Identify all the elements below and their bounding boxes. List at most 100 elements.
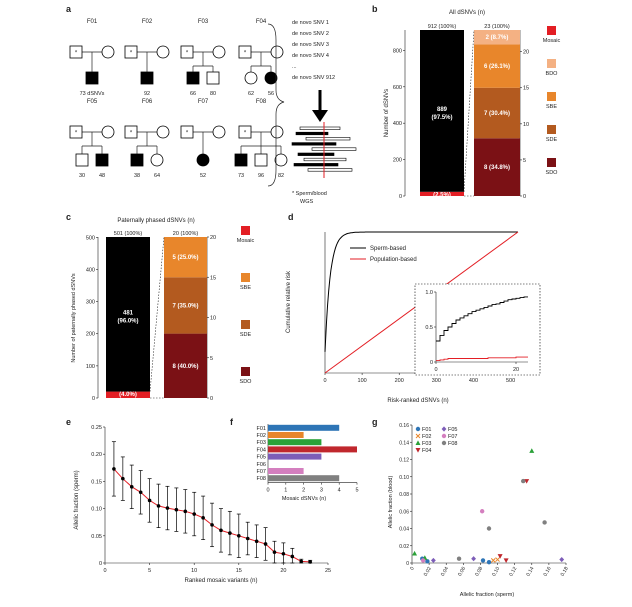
g-legend-marker	[415, 440, 421, 445]
c-legend-swatch	[241, 273, 250, 282]
e-x-tick-label: 10	[191, 568, 197, 574]
panel-c-chart: 01002003004005000510152020(4.0%)481(96.0…	[86, 226, 254, 402]
e-point	[147, 498, 152, 503]
dsnv-count: 73 dSNVs	[80, 91, 105, 97]
b-left-bar-segment	[420, 191, 464, 196]
b-segment-label: 6 (26.1%)	[484, 64, 510, 70]
read-2	[305, 137, 351, 141]
dsnv-count: 38	[134, 173, 140, 179]
dsnv-count: 80	[210, 91, 216, 97]
g-legend-marker	[415, 433, 421, 439]
f-x-tick-label: 1	[284, 488, 287, 494]
b-mosaic-pct: (2.5%)	[433, 192, 451, 198]
c-other-pct: (96.0%)	[117, 318, 138, 324]
dsnv-count: 66	[190, 91, 196, 97]
e-point	[272, 550, 277, 554]
b-right-tick-label: 5	[523, 158, 526, 164]
g-legend-label: F07	[448, 434, 457, 440]
c-right-tick-label: 10	[210, 316, 216, 322]
read-4	[311, 147, 357, 151]
family-id: F06	[142, 99, 153, 105]
g-point-f04	[497, 554, 503, 559]
arrow-head	[312, 110, 328, 122]
pedigree-male-7	[238, 125, 252, 139]
c-legend-label: SDO	[240, 379, 253, 385]
dsnv-count: 82	[278, 173, 284, 179]
panel-g-xlabel: Allelic fraction (sperm)	[460, 592, 515, 598]
sperm-sample-star: *	[130, 131, 133, 137]
c-legend-swatch	[241, 320, 250, 329]
panel-label-d: d	[288, 212, 294, 222]
pedigree-female-7	[270, 125, 284, 139]
c-right-tick-label: 15	[210, 275, 216, 281]
e-point	[112, 467, 116, 471]
f-category-label: F03	[257, 440, 266, 446]
d-inset-y-tick-label: 1.0	[425, 290, 433, 296]
e-point	[254, 539, 259, 544]
panel-c-title: Paternally phased dSNVs (n)	[117, 218, 194, 224]
g-point-f02	[490, 558, 496, 563]
pedigree-male-2	[180, 45, 194, 59]
pedigree-male-4	[69, 125, 83, 139]
d-legend-sperm: Sperm-based	[370, 246, 406, 252]
g-x-tick-label: 0.10	[491, 566, 501, 578]
b-legend-label: BDO	[546, 71, 559, 77]
e-point	[281, 551, 286, 556]
sperm-sample-star: *	[244, 131, 247, 137]
b-legend-swatch	[547, 26, 556, 35]
g-y-tick-label: 0.12	[399, 458, 409, 464]
c-right-tick-label: 20	[210, 235, 216, 241]
b-legend-label: SDE	[546, 137, 558, 143]
read-0	[299, 126, 341, 130]
e-point	[156, 504, 161, 508]
g-point-f05	[559, 556, 565, 563]
d-inset-x-tick-label: 20	[513, 367, 519, 373]
b-right-tick-label: 0	[523, 194, 526, 200]
b-right-bar-total: 23 (100%)	[484, 24, 510, 30]
e-point	[201, 516, 205, 520]
d-sperm-curve	[324, 231, 518, 352]
b-right-tick-label: 20	[523, 50, 529, 56]
snv-list-item: de novo SNV 4	[292, 53, 329, 59]
dsnv-count: 48	[99, 173, 105, 179]
panel-f-xlabel: Mosaic dSNVs (n)	[282, 496, 326, 502]
sperm-sample-star: *	[75, 51, 78, 57]
f-x-tick-label: 5	[355, 488, 358, 494]
e-point	[290, 554, 295, 559]
d-legend-pop: Population-based	[370, 257, 417, 263]
b-right-bar-segment	[474, 87, 520, 139]
g-legend-marker	[415, 448, 421, 453]
g-y-tick-label: 0.06	[399, 509, 409, 515]
e-point	[210, 523, 214, 527]
g-point-f08	[486, 526, 492, 531]
panel-label-a: a	[66, 4, 72, 14]
panel-g: g 0 0.02 0.04 0.06 0.08 0.10 0.12 0.14 0.16 0 0.02…	[372, 417, 570, 598]
panel-label-c: c	[66, 212, 71, 222]
g-y-tick-label: 0.02	[399, 544, 409, 550]
family-id: F07	[198, 99, 209, 105]
e-y-tick-label: 0.15	[91, 479, 102, 485]
g-point-f04	[524, 479, 530, 484]
c-left-tick-label: 0	[92, 396, 95, 402]
pedigree-male-0-0	[85, 71, 99, 85]
pedigree-male-4-0	[75, 153, 89, 167]
b-legend-swatch	[547, 92, 556, 101]
pedigree-female-7-2	[274, 153, 288, 167]
e-point	[308, 560, 312, 564]
panel-c-ylabel: Number of paternally phased dSNVs	[71, 273, 77, 363]
sperm-sample-star: *	[186, 51, 189, 57]
f-x-tick-label: 3	[320, 488, 323, 494]
f-bar	[268, 446, 357, 453]
g-point-f08	[456, 556, 462, 561]
panel-label-e: e	[66, 417, 71, 427]
pedigree-male-1-0	[140, 71, 154, 85]
snv-list-item: de novo SNV 1	[292, 20, 329, 26]
panel-g-ylabel: Allelic fraction (blood)	[388, 476, 394, 529]
b-legend-label: SBE	[546, 104, 557, 110]
panel-b: b All dSNVs (n) 02004006008000510152023(…	[372, 4, 560, 200]
pedigree-male-7-0	[234, 153, 248, 167]
dsnv-count: 64	[154, 173, 160, 179]
